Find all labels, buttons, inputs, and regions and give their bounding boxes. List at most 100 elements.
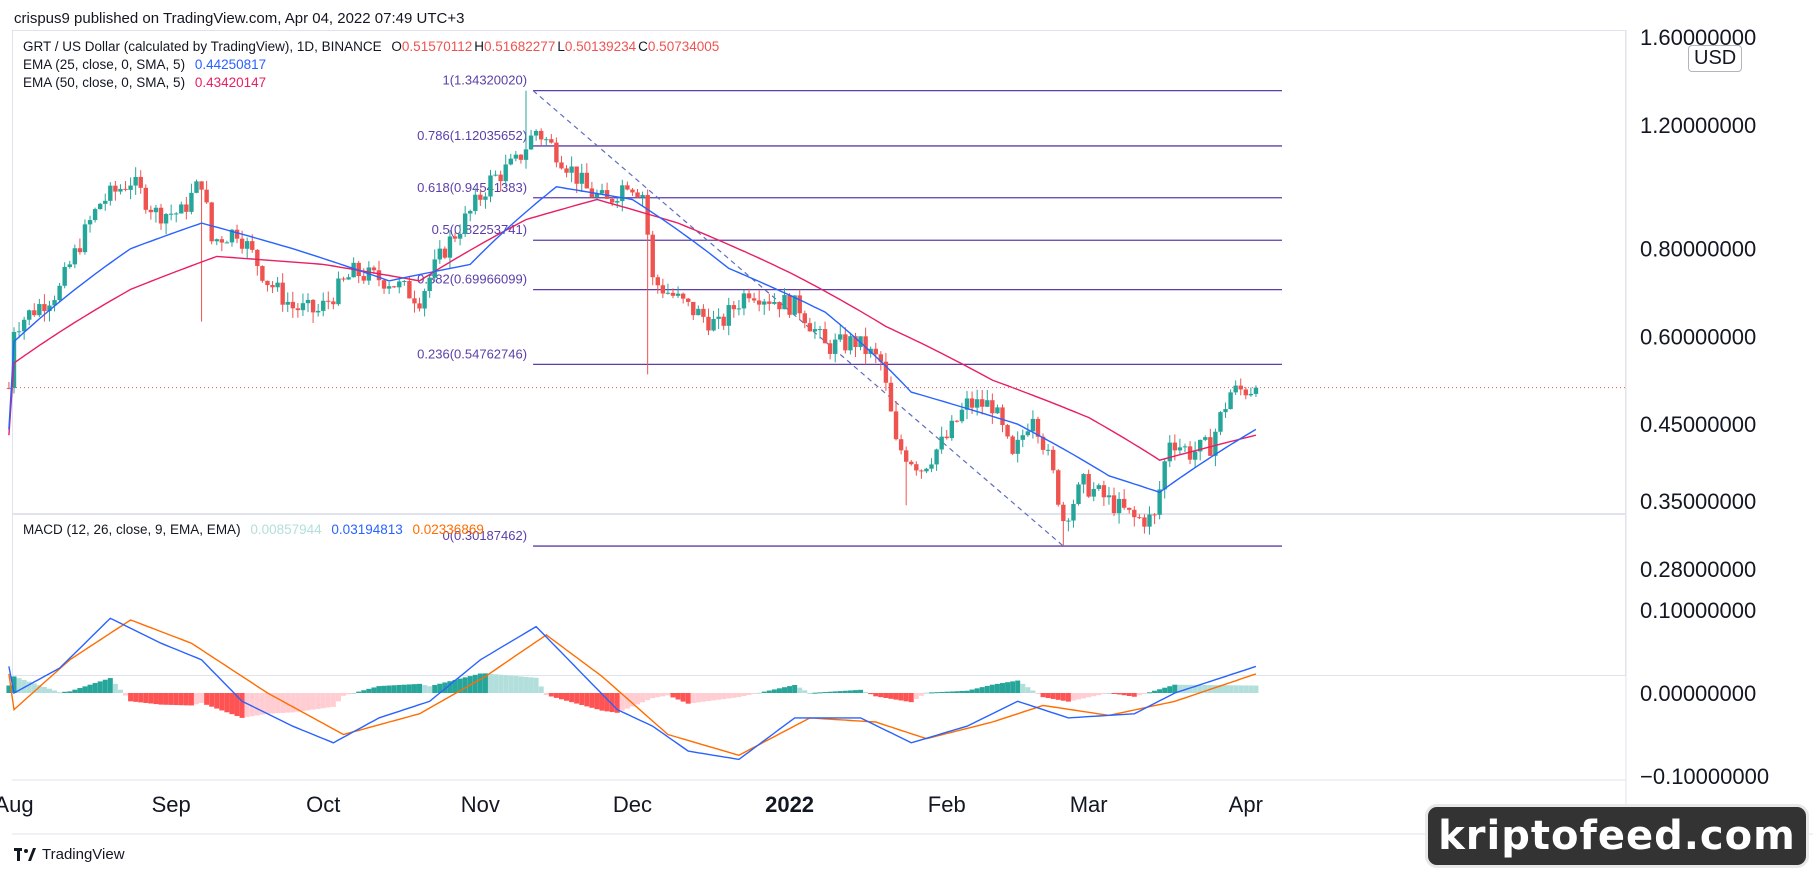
candle-body [1010, 436, 1015, 454]
macd-hist-bar [1055, 693, 1061, 700]
candle-body [1177, 447, 1183, 451]
candle-body [914, 464, 919, 471]
macd-hist-bar [401, 684, 407, 693]
macd-hist-bar [589, 693, 595, 708]
macd-hist-bar [1065, 693, 1071, 702]
macd-hist-bar [553, 693, 559, 698]
macd-hist-bar [493, 674, 499, 693]
candle-body [711, 318, 716, 331]
candle-body [574, 166, 579, 184]
candle-body [736, 308, 742, 310]
macd-hist-bar [117, 689, 123, 693]
candle-body [158, 207, 164, 224]
candle-body [980, 399, 985, 407]
macd-hist-bar [1050, 693, 1056, 699]
macd-hist-bar [41, 686, 47, 693]
candle-body [47, 305, 52, 312]
macd-hist-bar [883, 693, 889, 698]
macd-hist-bar [1035, 693, 1041, 694]
candle-body [457, 234, 463, 239]
candle-body [883, 361, 889, 383]
macd-hist-bar [675, 693, 681, 700]
candle-body [174, 213, 179, 215]
macd-hist-bar [6, 685, 12, 693]
macd-hist-bar [178, 693, 184, 706]
macd-hist-bar [477, 673, 483, 693]
macd-hist-bar [1253, 685, 1259, 693]
macd-hist-bar [112, 683, 118, 693]
candle-body [1152, 514, 1157, 516]
candle-body [1091, 488, 1096, 497]
macd-hist-bar [325, 693, 331, 708]
candle-body [985, 400, 990, 407]
macd-hist-bar [376, 686, 382, 693]
macd-hist-bar [1223, 685, 1229, 693]
macd-hist-bar [908, 693, 914, 703]
macd-hist-bar [1030, 690, 1036, 693]
macd-hist-bar [1202, 685, 1208, 693]
macd-hist-bar [660, 693, 666, 697]
macd-hist-bar [1081, 693, 1087, 699]
candle-body [412, 298, 417, 304]
fib-level-label: 0(0.30187462) [442, 528, 527, 543]
currency-badge[interactable]: USD [1688, 45, 1743, 72]
candle-body [1086, 474, 1091, 497]
candle-body [194, 181, 199, 193]
macd-hist-bar [275, 693, 281, 714]
macd-hist-bar [858, 689, 864, 693]
candle-body [163, 214, 169, 224]
macd-hist-bar [802, 690, 808, 693]
candle-body [52, 300, 57, 306]
macd-hist-bar [1212, 685, 1218, 693]
symbol-title: GRT / US Dollar (calculated by TradingVi… [23, 39, 382, 54]
candle-body [1121, 498, 1127, 508]
macd-hist-bar [335, 693, 341, 702]
macd-hist-bar [406, 684, 412, 693]
macd-hist-bar [898, 693, 904, 701]
candle-body [990, 400, 995, 414]
candle-body [533, 130, 539, 136]
candle-body [1197, 439, 1203, 452]
macd-hist-bar [1182, 684, 1188, 693]
candle-body [650, 234, 655, 278]
ema25-legend: EMA (25, close, 0, SMA, 5) 0.44250817 [23, 57, 272, 72]
macd-hist-bar [315, 693, 321, 709]
candle-body [427, 277, 432, 292]
macd-hist-bar [153, 693, 159, 705]
time-tick-label: Aug [0, 792, 34, 817]
candle-body [620, 185, 625, 202]
candle-body [1243, 389, 1249, 396]
candle-body [746, 293, 752, 299]
candle-body [371, 267, 377, 271]
candle-body [848, 336, 853, 351]
candle-body [792, 295, 797, 315]
candle-body [969, 398, 975, 408]
macd-hist-bar [229, 693, 235, 715]
macd-hist-bar [158, 693, 164, 705]
macd-hist-bar [356, 691, 362, 693]
candle-body [686, 298, 691, 302]
macd-hist-bar [847, 690, 853, 693]
candle-body [77, 248, 83, 253]
candle-body [27, 310, 32, 320]
macd-hist-bar [878, 693, 884, 698]
macd-hist-bar [1248, 685, 1254, 693]
macd-hist-bar [999, 683, 1005, 693]
candle-body [1147, 514, 1152, 527]
candle-body [949, 420, 954, 439]
macd-hist-bar [903, 693, 909, 702]
macd-hist-bar [1116, 693, 1122, 695]
macd-hist-bar [219, 693, 225, 711]
candle-body [498, 174, 503, 182]
candle-body [1005, 425, 1010, 437]
candle-body [1116, 498, 1122, 514]
time-tick-label: Dec [613, 792, 652, 817]
macd-hist-bar [685, 693, 691, 704]
macd-hist-bar [270, 693, 276, 714]
tradingview-logo[interactable]: TradingView [14, 846, 125, 863]
candle-body [934, 449, 939, 465]
candle-body [103, 200, 108, 204]
candle-body [402, 281, 407, 283]
ema25-value: 0.44250817 [194, 57, 267, 72]
